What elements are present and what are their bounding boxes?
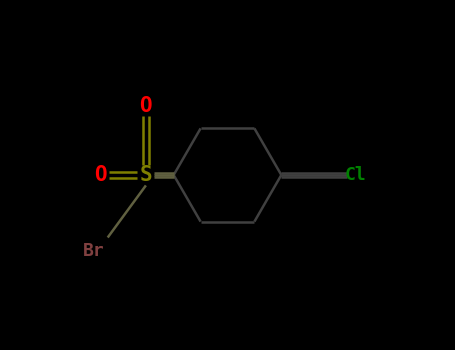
Text: S: S — [140, 165, 152, 185]
Text: O: O — [95, 165, 107, 185]
Text: O: O — [140, 96, 152, 116]
Text: Cl: Cl — [345, 166, 367, 184]
Text: Br: Br — [83, 243, 105, 260]
